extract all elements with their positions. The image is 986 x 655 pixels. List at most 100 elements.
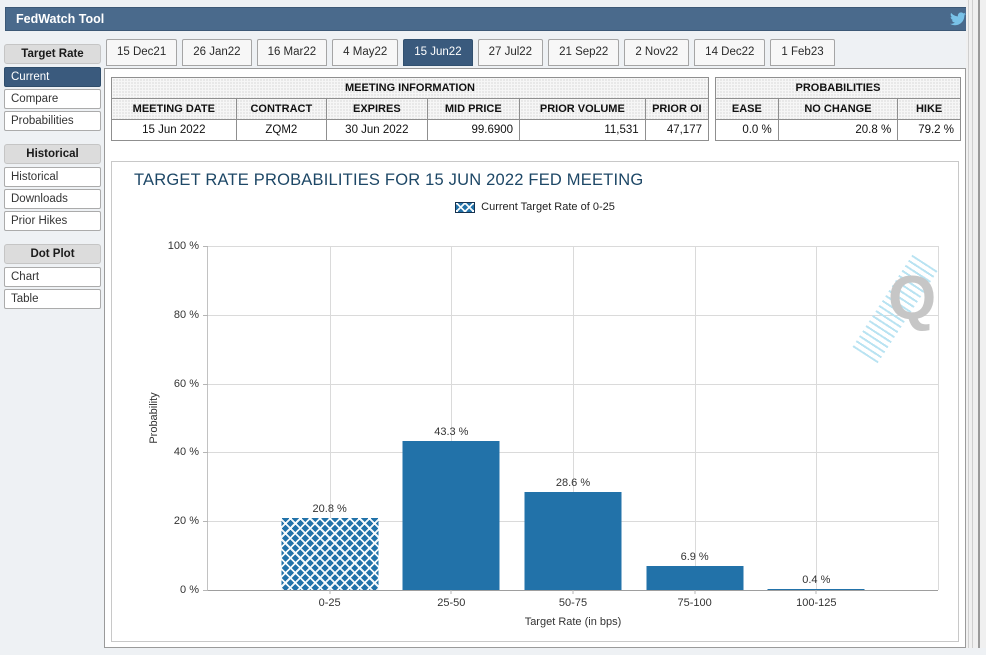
sidebar-item-historical[interactable]: Historical — [4, 167, 101, 187]
bar-value-label: 0.4 % — [802, 573, 831, 586]
ease-value: 0.0 % — [715, 119, 779, 141]
gridline-vertical — [451, 246, 453, 590]
y-tick-mark — [203, 246, 208, 247]
col-contract: CONTRACT — [235, 98, 328, 120]
x-category-label: 100-125 — [796, 597, 837, 609]
y-tick-label: 80 % — [173, 308, 199, 321]
sidebar-header-dot-plot: Dot Plot — [4, 244, 101, 264]
probabilities-table: PROBABILITIES EASE NO CHANGE HIKE 0.0 % … — [715, 77, 961, 141]
y-tick-mark — [203, 590, 208, 591]
x-category-label: 25-50 — [437, 597, 466, 609]
no-change-value: 20.8 % — [777, 119, 899, 141]
x-tick-mark — [572, 590, 574, 594]
chart-title: TARGET RATE PROBABILITIES FOR 15 JUN 202… — [134, 171, 644, 189]
col-hike: HIKE — [897, 98, 961, 120]
y-tick-mark — [203, 521, 208, 523]
hike-value: 79.2 % — [897, 119, 961, 141]
y-tick-mark — [203, 383, 208, 385]
bar-rect — [524, 491, 622, 590]
tab-15jun22-selected[interactable]: 15 Jun22 — [403, 39, 473, 66]
mid-price-value: 99.6900 — [426, 119, 521, 141]
bar-75-100: 6.9 % — [646, 246, 744, 590]
y-axis-title: Probability — [148, 392, 160, 444]
col-ease: EASE — [715, 98, 779, 120]
prior-oi-value: 47,177 — [644, 119, 710, 141]
bar-rect — [646, 566, 744, 590]
sidebar-item-current[interactable]: Current — [4, 67, 101, 87]
sidebar-gap — [4, 233, 101, 244]
bar-50-75: 28.6 % — [524, 246, 622, 590]
x-tick-mark — [329, 590, 331, 594]
sidebar-item-downloads[interactable]: Downloads — [4, 189, 101, 209]
tab-27jul22[interactable]: 27 Jul22 — [477, 39, 544, 66]
sidebar-item-probabilities[interactable]: Probabilities — [4, 111, 101, 131]
tab-26jan22[interactable]: 26 Jan22 — [182, 39, 252, 66]
col-mid-price: MID PRICE — [426, 98, 521, 120]
tab-16mar22[interactable]: 16 Mar22 — [256, 39, 328, 66]
legend-swatch-hatched — [455, 201, 476, 213]
y-tick-label: 100 % — [167, 240, 199, 252]
app-title: FedWatch Tool — [16, 12, 105, 26]
tab-15dec21[interactable]: 15 Dec21 — [106, 39, 178, 66]
meeting-information-table: MEETING INFORMATION MEETING DATE CONTRAC… — [111, 77, 710, 141]
tab-1feb23[interactable]: 1 Feb23 — [770, 39, 835, 66]
scrollbar-line — [968, 0, 969, 655]
scrollbar-thumb[interactable] — [978, 0, 980, 655]
scrollbar-line — [972, 0, 973, 655]
bar-value-label: 6.9 % — [680, 551, 709, 564]
y-tick-label: 0 % — [180, 584, 199, 596]
sidebar-header-target-rate: Target Rate — [4, 44, 101, 64]
sidebar: Target Rate Current Compare Probabilitie… — [4, 44, 101, 311]
tab-2nov22[interactable]: 2 Nov22 — [624, 39, 690, 66]
app-header-bar: FedWatch Tool — [5, 7, 977, 31]
col-expires: EXPIRES — [326, 98, 428, 120]
sidebar-gap — [4, 133, 101, 144]
main-panel: MEETING INFORMATION MEETING DATE CONTRAC… — [104, 68, 966, 648]
page-bottom-strip — [0, 648, 986, 655]
twitter-icon[interactable] — [950, 12, 966, 26]
meeting-info-title: MEETING INFORMATION — [111, 77, 709, 99]
col-no-change: NO CHANGE — [777, 98, 899, 120]
bar-0-25: 20.8 % — [281, 246, 379, 590]
contract-value: ZQM2 — [235, 119, 328, 141]
tab-4may22[interactable]: 4 May22 — [332, 39, 399, 66]
sidebar-header-historical: Historical — [4, 144, 101, 164]
x-axis-title: Target Rate (in bps) — [524, 616, 622, 628]
expires-value: 30 Jun 2022 — [326, 119, 428, 141]
col-meeting-date: MEETING DATE — [111, 98, 237, 120]
bar-chart-plot-area: 100 % 80 % 60 % 40 % 20 % 0 % 0-25 — [148, 240, 939, 628]
probabilities-title: PROBABILITIES — [715, 77, 961, 99]
sidebar-item-prior-hikes[interactable]: Prior Hikes — [4, 211, 101, 231]
bar-value-label: 28.6 % — [555, 476, 591, 489]
legend-label: Current Target Rate of 0-25 — [481, 201, 615, 213]
gridline-vertical — [816, 246, 818, 590]
x-tick-mark — [694, 590, 696, 594]
table-row: 15 Jun 2022 ZQM2 30 Jun 2022 99.6900 11,… — [111, 119, 710, 141]
x-tick-mark — [450, 590, 452, 594]
sidebar-item-compare[interactable]: Compare — [4, 89, 101, 109]
scrollbar-track[interactable] — [966, 0, 986, 655]
meeting-date-value: 15 Jun 2022 — [111, 119, 237, 141]
tab-21sep22[interactable]: 21 Sep22 — [548, 39, 620, 66]
x-category-label: 0-25 — [318, 597, 341, 609]
tab-14dec22[interactable]: 14 Dec22 — [694, 39, 766, 66]
sidebar-item-chart[interactable]: Chart — [4, 267, 101, 287]
table-row: 0.0 % 20.8 % 79.2 % — [715, 119, 961, 141]
gridline-vertical — [329, 246, 331, 590]
watermark-q-letter: Q — [888, 264, 937, 333]
bar-value-label: 20.8 % — [312, 503, 347, 516]
gridline-vertical — [573, 246, 574, 590]
gridline-vertical — [694, 246, 696, 590]
x-category-label: 50-75 — [558, 597, 588, 609]
sidebar-item-table[interactable]: Table — [4, 289, 101, 309]
y-tick-label: 60 % — [173, 377, 199, 390]
meeting-date-tabs: 15 Dec21 26 Jan22 16 Mar22 4 May22 15 Ju… — [106, 39, 835, 66]
col-prior-oi: PRIOR OI — [644, 98, 710, 120]
col-prior-volume: PRIOR VOLUME — [519, 98, 646, 120]
bar-25-50: 43.3 % — [402, 246, 500, 590]
y-tick-mark — [203, 314, 208, 316]
quikstrike-watermark: Q — [852, 254, 946, 364]
prior-volume-value: 11,531 — [519, 119, 646, 141]
x-category-label: 75-100 — [677, 597, 712, 609]
